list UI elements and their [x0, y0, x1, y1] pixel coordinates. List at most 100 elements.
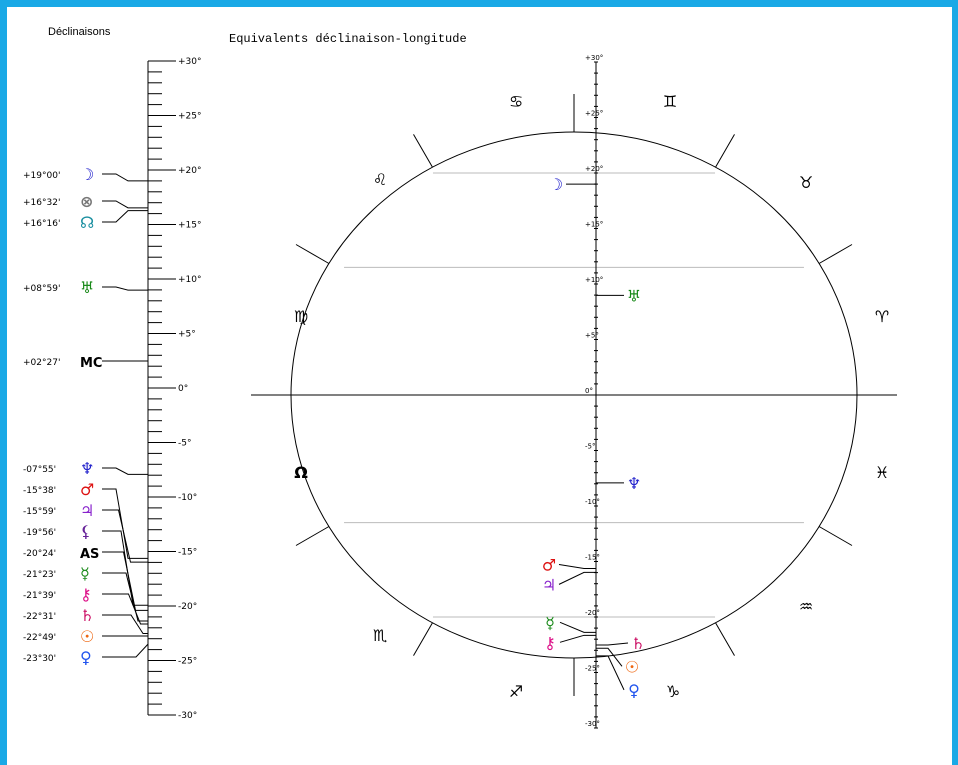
- saturn-marker-icon: ♄: [631, 634, 645, 653]
- leo-icon: ♌: [373, 170, 387, 189]
- body-decl-value-saturn: -22°31': [23, 612, 56, 622]
- left-scale-label: -30°: [178, 711, 197, 721]
- sign-boundary-tick: [818, 244, 853, 264]
- body-connector-north-node: [102, 210, 148, 223]
- left-scale-label: -10°: [178, 493, 197, 503]
- left-scale-label: +20°: [178, 166, 202, 176]
- right-scale-label: -20°: [585, 609, 600, 617]
- body-decl-value-neptune: -07°55': [23, 465, 56, 475]
- venus-icon: ♀: [80, 648, 92, 667]
- left-scale-label: -25°: [178, 657, 197, 667]
- right-scale-label: -25°: [585, 665, 600, 673]
- body-decl-value-jupiter: -15°59': [23, 507, 56, 517]
- marker-connector-sun: [596, 647, 623, 667]
- body-connector-mars: [102, 488, 148, 559]
- sagittarius-icon: ♐: [509, 682, 523, 701]
- sign-boundary-tick: [715, 622, 735, 656]
- scorpio-icon: ♏: [373, 626, 387, 645]
- body-connector-ascendant: [102, 551, 148, 611]
- capricorn-icon: ♑: [666, 682, 680, 701]
- mercury-marker-icon: ☿: [545, 613, 555, 632]
- libra-icon: Ω: [294, 463, 308, 482]
- gemini-icon: ♊: [663, 92, 677, 111]
- right-scale-label: +5°: [585, 332, 599, 340]
- left-scale-label: -5°: [178, 439, 191, 449]
- right-scale-label: -15°: [585, 554, 600, 562]
- mercury-icon: ☿: [80, 564, 90, 583]
- right-scale-label: +25°: [585, 110, 603, 118]
- right-scale-label: +30°: [585, 54, 603, 62]
- body-decl-value-mars: -15°38': [23, 486, 56, 496]
- uranus-icon: ♅: [80, 278, 94, 297]
- left-scale-label: +15°: [178, 221, 202, 231]
- right-scale-label: -5°: [585, 443, 595, 451]
- jupiter-marker-icon: ♃: [542, 575, 556, 594]
- body-decl-value-lilith: -19°56': [23, 528, 56, 538]
- sign-boundary-tick: [715, 134, 735, 168]
- body-connector-saturn: [102, 614, 148, 634]
- sign-boundary-tick: [295, 526, 330, 546]
- body-connector-neptune: [102, 467, 148, 475]
- north-node-icon: ☊: [80, 213, 94, 232]
- marker-connector-venus: [596, 655, 625, 691]
- body-decl-value-midheaven: +02°27': [23, 358, 60, 368]
- marker-connector-jupiter: [558, 571, 596, 585]
- aries-icon: ♈: [875, 307, 889, 326]
- left-scale-label: 0°: [178, 384, 188, 394]
- left-scale-label: -20°: [178, 602, 197, 612]
- marker-connector-saturn: [596, 642, 629, 646]
- moon-marker-icon: ☽: [549, 175, 563, 194]
- marker-connector-mars: [558, 563, 596, 569]
- sign-boundary-tick: [295, 244, 330, 264]
- left-scale-label: +5°: [178, 330, 196, 340]
- lilith-icon: ⚸: [80, 522, 92, 541]
- left-scale-label: -15°: [178, 548, 197, 558]
- sign-boundary-tick: [413, 622, 433, 656]
- right-scale-label: +20°: [585, 165, 603, 173]
- right-scale-label: -30°: [585, 720, 600, 728]
- chiron-icon: ⚷: [80, 585, 92, 604]
- moon-icon: ☽: [80, 165, 94, 184]
- part-of-fortune-icon: ⊗: [80, 192, 93, 211]
- mars-marker-icon: ♂: [542, 555, 556, 574]
- left-scale-label: +25°: [178, 112, 202, 122]
- right-scale-label: +10°: [585, 276, 603, 284]
- body-decl-value-chiron: -21°39': [23, 591, 56, 601]
- body-decl-value-sun: -22°49': [23, 633, 56, 643]
- saturn-icon: ♄: [80, 606, 94, 625]
- sun-icon: ☉: [80, 627, 94, 646]
- left-scale-label: +10°: [178, 275, 202, 285]
- body-connector-moon: [102, 173, 148, 182]
- sign-boundary-tick: [818, 526, 853, 546]
- body-decl-value-ascendant: -20°24': [23, 549, 56, 559]
- body-decl-value-venus: -23°30': [23, 654, 56, 664]
- declination-panel-title: Déclinaisons: [48, 26, 111, 38]
- body-connector-jupiter: [102, 509, 148, 563]
- marker-connector-mercury: [559, 621, 596, 633]
- sun-marker-icon: ☉: [625, 657, 639, 676]
- right-scale-label: +15°: [585, 221, 603, 229]
- body-connector-mercury: [102, 572, 148, 622]
- uranus-marker-icon: ♅: [627, 286, 641, 305]
- body-connector-chiron: [102, 593, 148, 625]
- body-connector-part-of-fortune: [102, 200, 148, 209]
- body-decl-value-moon: +19°00': [23, 171, 60, 181]
- pisces-icon: ♓: [875, 463, 889, 482]
- body-decl-value-uranus: +08°59': [23, 284, 60, 294]
- body-connector-uranus: [102, 286, 148, 291]
- jupiter-icon: ♃: [80, 501, 94, 520]
- mars-icon: ♂: [80, 480, 94, 499]
- equivalents-chart-title: Equivalents déclinaison-longitude: [229, 32, 467, 46]
- body-decl-value-mercury: -21°23': [23, 570, 56, 580]
- right-scale-label: -10°: [585, 498, 600, 506]
- taurus-icon: ♉: [799, 173, 813, 192]
- body-decl-value-north-node: +16°16': [23, 219, 60, 229]
- left-scale-label: +30°: [178, 57, 202, 67]
- sign-boundary-tick: [413, 134, 433, 168]
- marker-connector-chiron: [559, 634, 596, 643]
- chiron-marker-icon: ⚷: [544, 633, 556, 652]
- venus-marker-icon: ♀: [628, 681, 640, 700]
- body-decl-value-part-of-fortune: +16°32': [23, 198, 60, 208]
